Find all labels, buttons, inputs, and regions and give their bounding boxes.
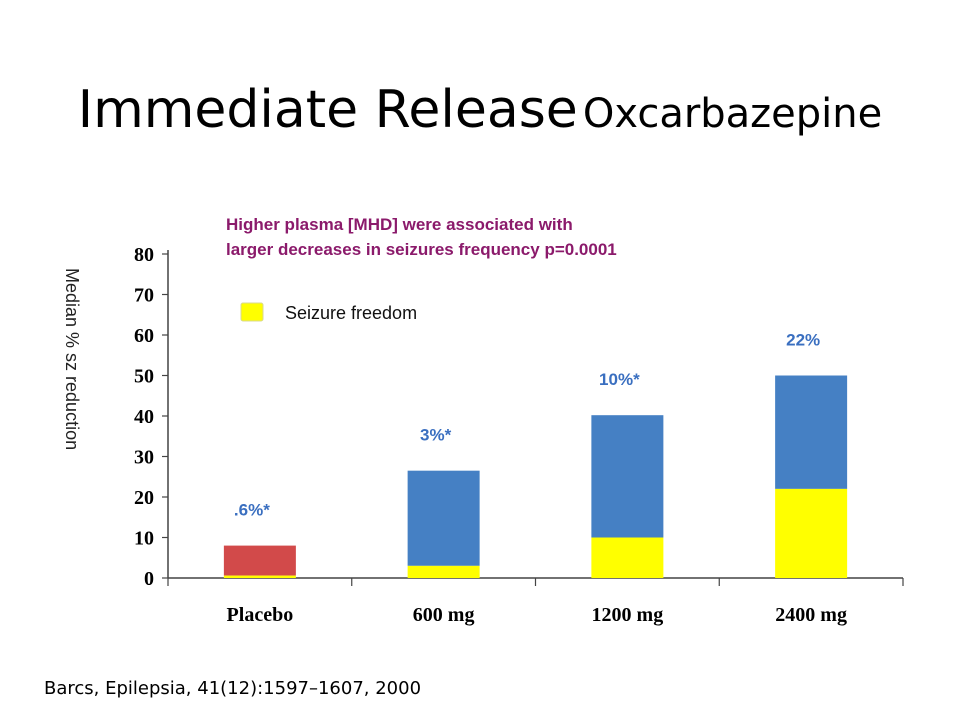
bar-segment-reduction <box>591 415 664 538</box>
y-tick-label: 50 <box>134 366 154 388</box>
x-tick-label: Placebo <box>227 604 294 626</box>
bar-data-label: 3%* <box>420 426 452 445</box>
slide-title: Immediate Release Oxcarbazepine <box>0 80 960 140</box>
y-tick-label: 80 <box>134 244 154 266</box>
legend-swatch-seizure-freedom <box>240 302 264 322</box>
x-tick-label: 2400 mg <box>775 604 847 626</box>
bar-segment-seizure-freedom <box>407 565 480 578</box>
y-tick-label: 10 <box>134 528 154 550</box>
x-tick-label: 600 mg <box>413 604 475 626</box>
bar-data-label: 10%* <box>599 370 640 389</box>
y-tick-label: 60 <box>134 325 154 347</box>
legend-label-seizure-freedom: Seizure freedom <box>285 303 417 323</box>
bar-segment-seizure-freedom <box>223 575 296 578</box>
bar-segment-seizure-freedom <box>591 537 664 578</box>
bar-data-label: 22% <box>786 331 820 350</box>
x-tick-label: 1200 mg <box>592 604 664 626</box>
annotation-line: Higher plasma [MHD] were associated with <box>226 215 573 234</box>
annotation-line: larger decreases in seizures frequency p… <box>226 240 617 259</box>
bar-segment-reduction <box>407 470 480 566</box>
citation: Barcs, Epilepsia, 41(12):1597–1607, 2000 <box>44 678 422 699</box>
y-tick-label: 0 <box>144 568 154 590</box>
bar-segment-seizure-freedom <box>775 488 848 578</box>
y-tick-label: 20 <box>134 487 154 509</box>
y-axis-title: Median % sz reduction <box>62 268 82 450</box>
title-main: Immediate Release <box>77 80 578 140</box>
y-tick-label: 30 <box>134 447 154 469</box>
bar-segment-reduction <box>223 545 296 576</box>
y-tick-label: 70 <box>134 285 154 307</box>
bar-data-label: .6%* <box>234 501 270 520</box>
bar-segment-reduction <box>775 375 848 489</box>
y-tick-label: 40 <box>134 406 154 428</box>
title-drug: Oxcarbazepine <box>582 91 883 137</box>
